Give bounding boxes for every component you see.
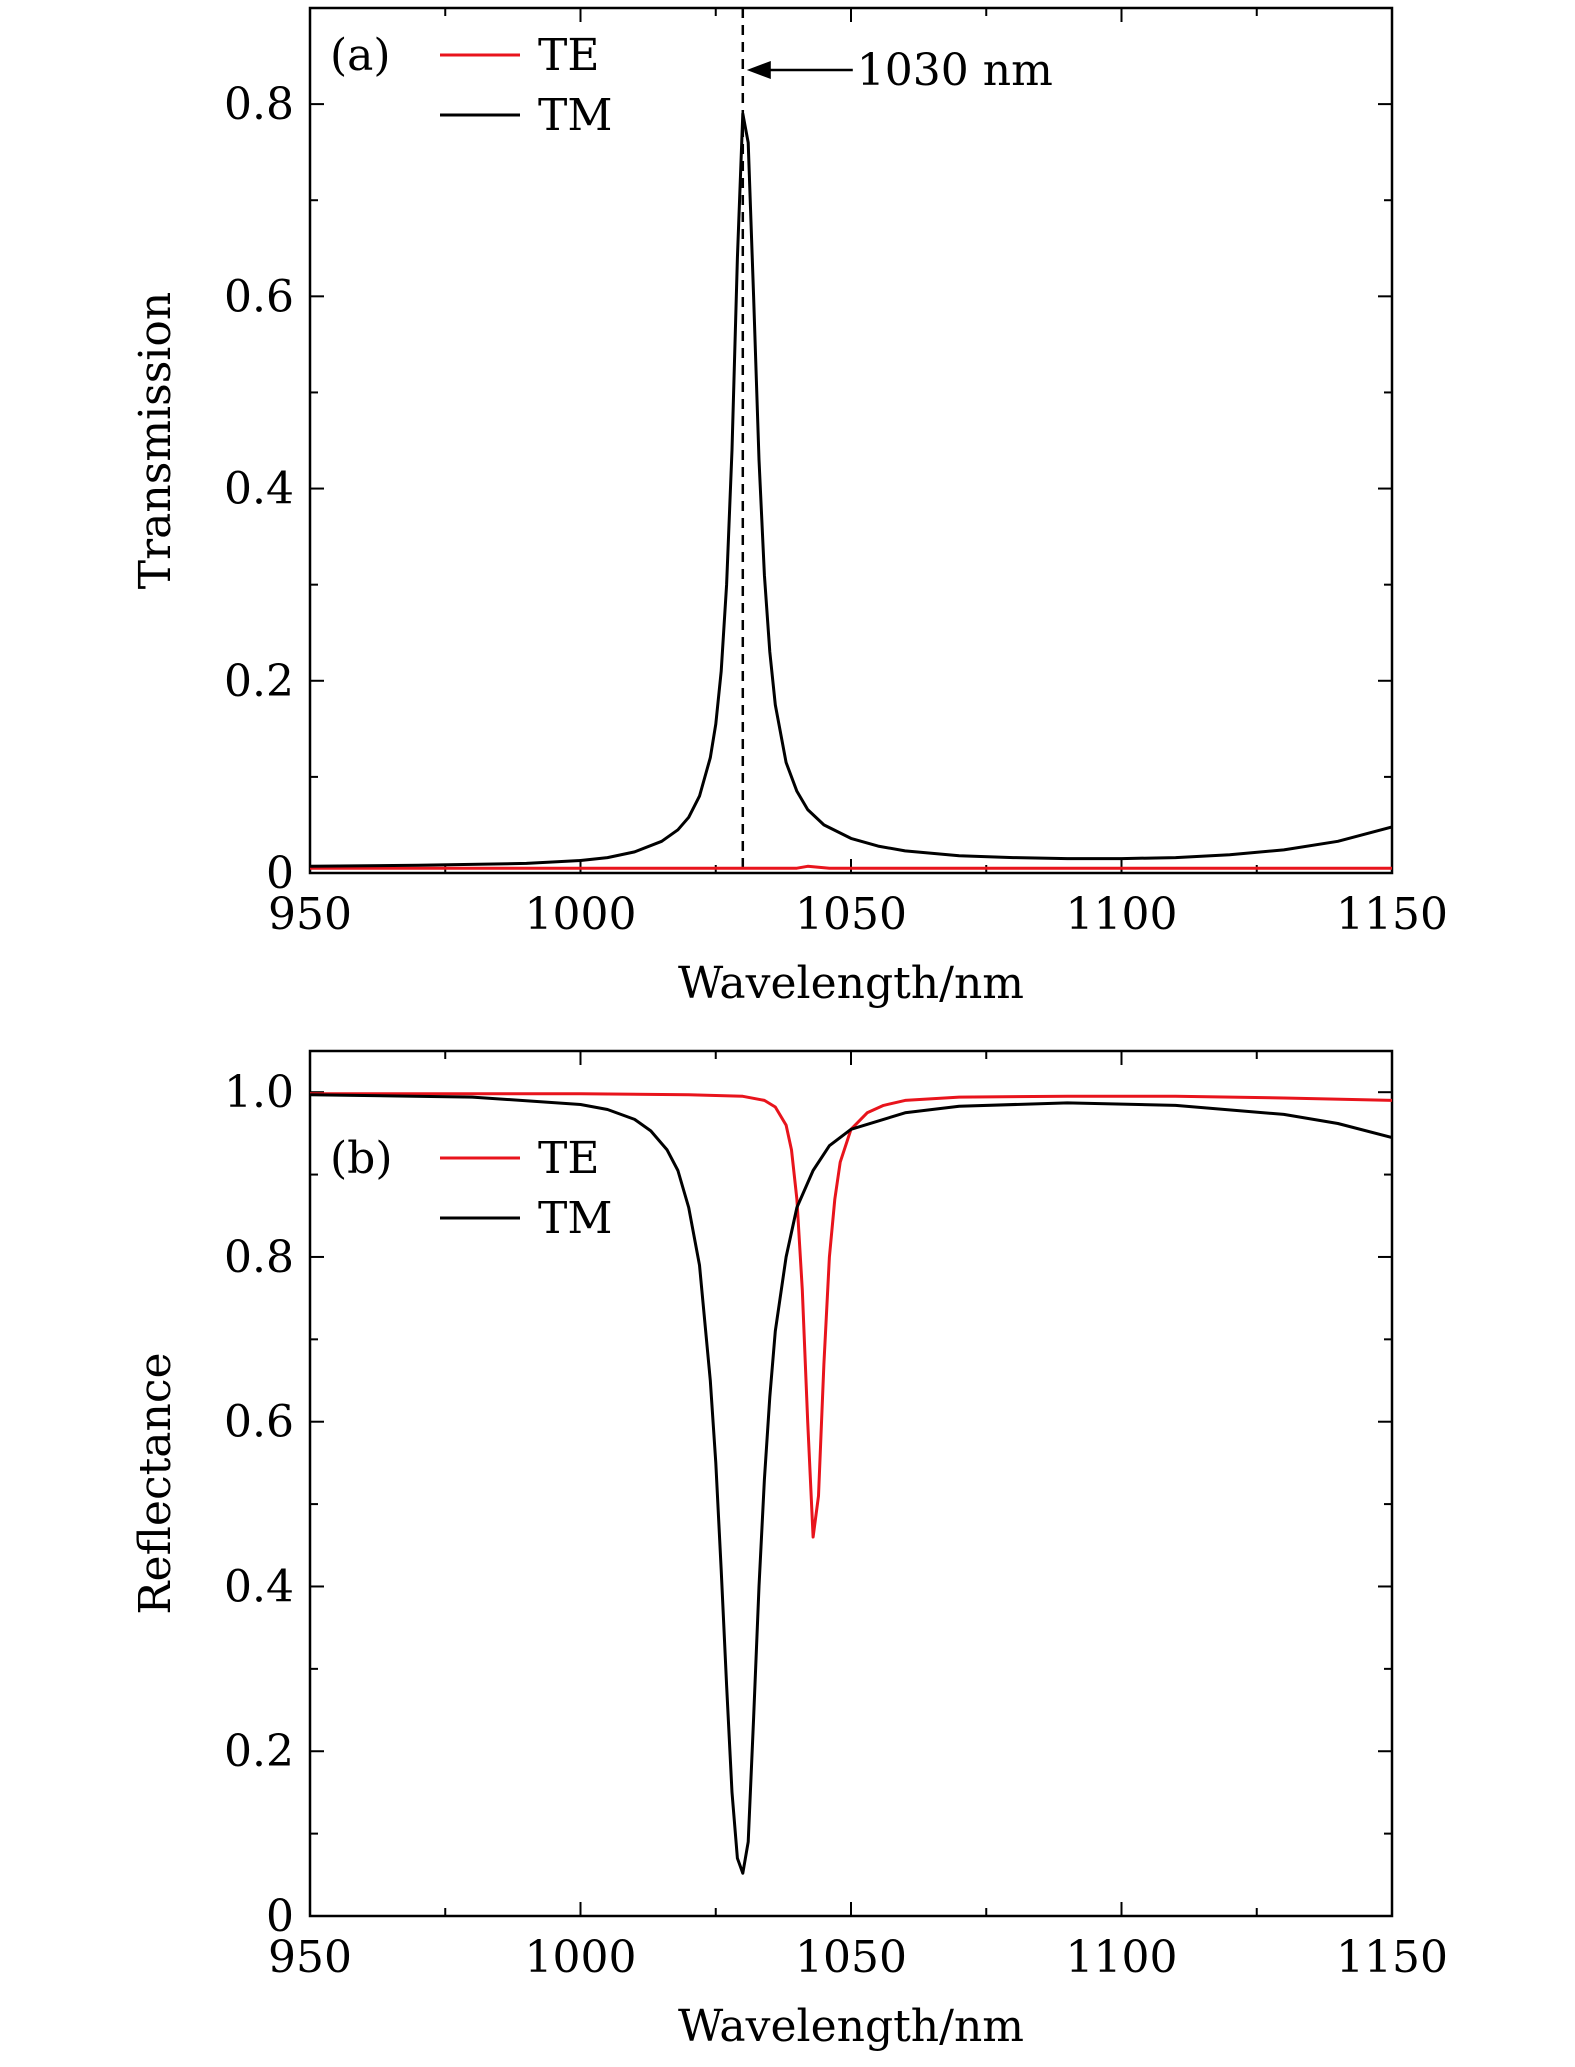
- x-tick-label: 1150: [1336, 1932, 1448, 1983]
- panel-label: (b): [330, 1133, 393, 1184]
- annotation-label: 1030 nm: [857, 45, 1053, 96]
- y-tick-label: 0.4: [224, 1561, 294, 1612]
- x-axis-title: Wavelength/nm: [678, 2001, 1024, 2052]
- y-tick-label: 0: [266, 848, 294, 899]
- annotation-arrow-head: [746, 61, 771, 79]
- series-line-tm: [310, 112, 1392, 868]
- series-group: [310, 1092, 1392, 1875]
- plot-frame: [308, 6, 1394, 875]
- y-tick-label: 1.0: [224, 1067, 294, 1118]
- y-axis-title: Reflectance: [130, 1352, 181, 1614]
- legend-label: TM: [538, 1193, 612, 1244]
- x-tick-label: 1050: [795, 1932, 907, 1983]
- y-tick-label: 0.6: [224, 1397, 294, 1448]
- y-tick-label: 0.6: [224, 271, 294, 322]
- panel-b: 950 1000 1050 1100 1150 0 0.2 0.4 0.6 0.8 1.0 Wavel…: [130, 1049, 1448, 2052]
- y-axis-title: Transmission: [130, 292, 181, 589]
- y-tick-label: 0: [266, 1891, 294, 1942]
- x-tick-label: 950: [268, 1932, 352, 1983]
- plot-frame: [308, 1049, 1394, 1918]
- series-line-te: [310, 864, 1392, 870]
- x-tick-label: 1000: [525, 1932, 637, 1983]
- x-tick-label: 950: [268, 889, 352, 940]
- series-line-tm: [310, 1093, 1392, 1875]
- y-tick-label: 0.4: [224, 464, 294, 515]
- panel-label: (a): [330, 30, 391, 81]
- x-tick-label: 1100: [1066, 1932, 1178, 1983]
- y-tick-label: 0.2: [224, 1726, 294, 1777]
- panel-a: 950 1000 1050 1100 1150 0 0.2 0.4 0.6 0.8 Waveleng…: [130, 6, 1448, 1009]
- x-axis-title: Wavelength/nm: [678, 958, 1024, 1009]
- x-tick-label: 1000: [525, 889, 637, 940]
- legend-label: TE: [538, 1133, 599, 1184]
- y-tick-label: 0.8: [224, 1232, 294, 1283]
- x-tick-label: 1150: [1336, 889, 1448, 940]
- x-tick-label: 1050: [795, 889, 907, 940]
- x-tick-label: 1100: [1066, 889, 1178, 940]
- legend-label: TM: [538, 90, 612, 141]
- series-group: [310, 112, 1392, 870]
- legend-label: TE: [538, 30, 599, 81]
- series-line-te: [310, 1092, 1392, 1539]
- y-tick-label: 0.8: [224, 79, 294, 130]
- y-tick-label: 0.2: [224, 656, 294, 707]
